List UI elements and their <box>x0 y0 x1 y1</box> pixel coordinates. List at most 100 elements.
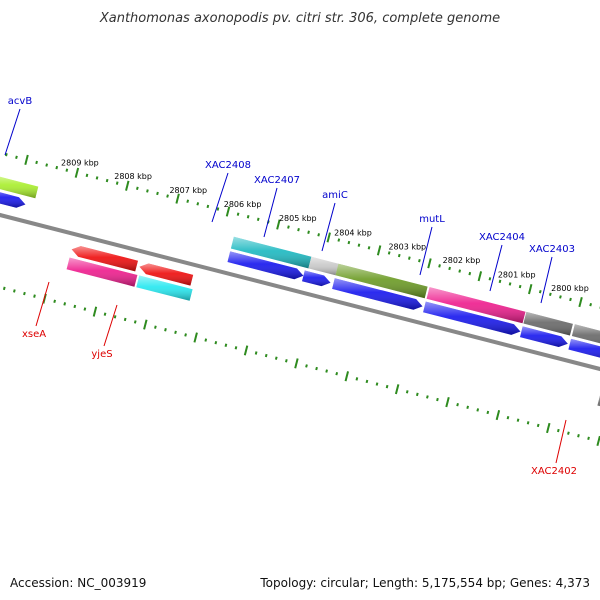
ruler-minor-tick <box>488 277 492 281</box>
ruler-minor-tick <box>254 351 258 355</box>
ruler-minor-tick <box>5 152 8 157</box>
ruler-major-tick <box>326 232 331 243</box>
ruler-major-tick <box>276 219 281 230</box>
ruler-major-tick <box>125 180 130 191</box>
ruler-major-tick <box>243 345 249 356</box>
cds-acvB-shading <box>0 192 26 208</box>
gene-label-amiC: amiC <box>322 190 348 201</box>
label-leader-line <box>4 108 21 156</box>
gene-XAC2408-shading <box>230 236 312 269</box>
label-leader-line <box>211 172 229 223</box>
ruler-minor-tick <box>508 282 512 286</box>
ruler-minor-tick <box>526 421 530 425</box>
gene-label-XAC2408: XAC2408 <box>205 160 251 171</box>
label-leader-line <box>489 244 503 292</box>
ruler-minor-tick <box>105 178 109 183</box>
inner-ruler <box>2 286 600 447</box>
kbp-label: 2804 kbp <box>334 228 372 237</box>
ruler-minor-tick <box>2 286 6 291</box>
ruler-minor-tick <box>186 199 190 203</box>
ruler-minor-tick <box>468 271 472 276</box>
ruler-minor-tick <box>466 405 470 410</box>
ruler-minor-tick <box>214 340 218 345</box>
ruler-major-tick <box>546 422 551 434</box>
ruler-minor-tick <box>569 297 572 302</box>
ruler-major-tick <box>495 409 501 421</box>
ruler-minor-tick <box>204 338 208 342</box>
ruler-minor-tick <box>518 284 522 289</box>
ruler-minor-tick <box>166 194 169 198</box>
ruler-minor-tick <box>256 217 260 222</box>
ruler-minor-tick <box>486 410 490 415</box>
kbp-scale-labels: 2809 kbp 2808 kbp 2807 kbp 2806 kbp 2805 kbp… <box>61 158 589 293</box>
kbp-label: 2803 kbp <box>388 242 426 251</box>
ruler-minor-tick <box>315 366 318 371</box>
cds-mutL-shading <box>423 301 521 335</box>
ruler-minor-tick <box>206 204 210 209</box>
ruler-minor-tick <box>285 359 288 363</box>
ruler-minor-tick <box>297 227 300 232</box>
label-leader-line <box>263 187 278 238</box>
ruler-minor-tick <box>476 408 480 412</box>
ruler-minor-tick <box>33 294 36 298</box>
ruler-major-tick <box>294 358 299 369</box>
gene-XAC2403-shading <box>571 324 600 344</box>
ruler-major-tick <box>74 167 80 178</box>
ruler-minor-tick <box>287 225 290 229</box>
ruler-minor-tick <box>365 379 369 384</box>
ruler-minor-tick <box>516 418 520 422</box>
ruler-minor-tick <box>367 246 371 250</box>
kbp-label: 2801 kbp <box>498 270 536 279</box>
ruler-minor-tick <box>224 343 228 347</box>
gene-acvB-shading <box>0 176 39 199</box>
ruler-minor-tick <box>375 382 379 386</box>
ruler-minor-tick <box>355 377 359 381</box>
backbone-line <box>0 212 600 372</box>
ruler-minor-tick <box>164 328 167 332</box>
ruler-minor-tick <box>15 155 18 159</box>
kbp-label: 2802 kbp <box>443 256 481 265</box>
ruler-minor-tick <box>418 259 421 263</box>
gene-label-yjeS: yjeS <box>91 349 112 360</box>
cds-XAC2403-shading <box>568 338 600 358</box>
label-leader-line <box>103 304 118 347</box>
ruler-minor-tick <box>436 397 439 402</box>
kbp-label: 2808 kbp <box>114 172 152 181</box>
ruler-minor-tick <box>556 428 560 433</box>
kbp-label: 2805 kbp <box>279 214 317 223</box>
ruler-minor-tick <box>216 207 220 211</box>
kbp-label: 2806 kbp <box>224 200 262 209</box>
ruler-minor-tick <box>246 215 250 219</box>
ruler-major-tick <box>394 384 400 395</box>
ruler-minor-tick <box>63 302 67 306</box>
ruler-major-tick <box>578 296 583 308</box>
ruler-minor-tick <box>538 290 542 294</box>
ruler-minor-tick <box>236 212 240 216</box>
ruler-major-tick <box>427 258 432 269</box>
cds-XAC2404-shading <box>520 326 568 347</box>
ruler-minor-tick <box>53 299 57 304</box>
gene-label-XAC2407: XAC2407 <box>254 175 300 186</box>
gene-yjeS-shading <box>136 275 193 301</box>
cds-XAC2407-shading <box>302 270 331 287</box>
ruler-major-tick <box>596 435 600 447</box>
ruler-major-tick <box>24 154 29 165</box>
ruler-minor-tick <box>264 353 268 358</box>
ruler-minor-tick <box>438 264 441 268</box>
ruler-minor-tick <box>385 384 389 389</box>
cds-amiC-shading <box>332 278 423 310</box>
kbp-label: 2800 kbp <box>551 284 589 293</box>
gene-XAC2404-shading <box>523 311 573 336</box>
ruler-minor-tick <box>146 189 149 193</box>
gene-label-XAC2402: XAC2402 <box>531 466 577 477</box>
ruler-minor-tick <box>458 269 462 273</box>
ruler-minor-tick <box>156 191 159 196</box>
ruler-minor-tick <box>448 266 451 271</box>
ruler-minor-tick <box>567 431 570 435</box>
ruler-minor-tick <box>274 356 278 360</box>
ruler-minor-tick <box>397 253 401 258</box>
outer-ruler <box>5 152 600 309</box>
ruler-major-tick <box>92 306 98 317</box>
cds-yjeS-shading <box>139 263 194 286</box>
ruler-minor-tick <box>184 333 187 337</box>
